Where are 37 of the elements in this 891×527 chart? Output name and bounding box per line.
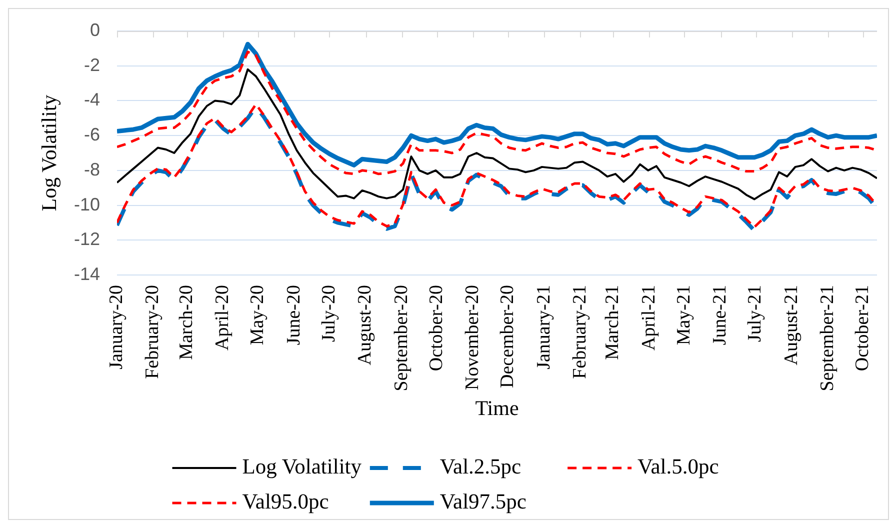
y-tick-label: -6 [84, 124, 100, 145]
legend-label: Val97.5pc [440, 490, 526, 514]
x-tick-label: January-20 [106, 285, 127, 370]
x-tick-label: August-21 [780, 285, 802, 366]
x-tick-label: July-20 [318, 285, 340, 342]
x-tick-label: October-21 [852, 285, 873, 372]
x-tick-label: December-20 [497, 285, 518, 388]
y-tick-label: -8 [84, 159, 100, 180]
y-axis-title: Log Volatility [37, 94, 62, 212]
x-tick-label: June-20 [283, 285, 304, 346]
x-tick-label: February-21 [569, 285, 590, 379]
x-tick-label: September-20 [390, 285, 412, 392]
x-tick-label: March-21 [602, 285, 624, 360]
y-tick-label: -12 [74, 229, 100, 250]
x-tick-label: September-21 [816, 285, 838, 392]
x-tick-label: March-20 [176, 285, 198, 360]
x-tick-label: January-21 [533, 285, 554, 370]
x-tick-label: June-21 [710, 285, 731, 346]
x-tick-label: April-20 [212, 285, 234, 350]
x-tick-label: May-21 [673, 285, 694, 346]
y-tick-label: 0 [90, 20, 100, 40]
y-tick-label: -10 [74, 194, 100, 214]
x-tick-label: July-21 [744, 285, 766, 342]
x-tick-label: November-20 [462, 285, 484, 390]
x-tick-label: August-20 [354, 285, 376, 366]
legend-label: Log Volatility [242, 454, 362, 479]
y-tick-label: -14 [74, 264, 100, 284]
y-tick-label: -4 [84, 90, 100, 110]
x-tick-label: May-20 [247, 285, 268, 346]
y-tick-label: -2 [84, 54, 100, 75]
legend-label: Val.2.5pc [440, 454, 522, 479]
x-tick-label: October-20 [426, 285, 447, 372]
x-tick-label: February-20 [142, 285, 164, 379]
x-axis-title: Time [475, 396, 519, 420]
x-tick-label: April-21 [638, 285, 660, 350]
legend-label: Val95.0pc [242, 490, 329, 514]
legend-label: Val.5.0pc [638, 454, 719, 479]
